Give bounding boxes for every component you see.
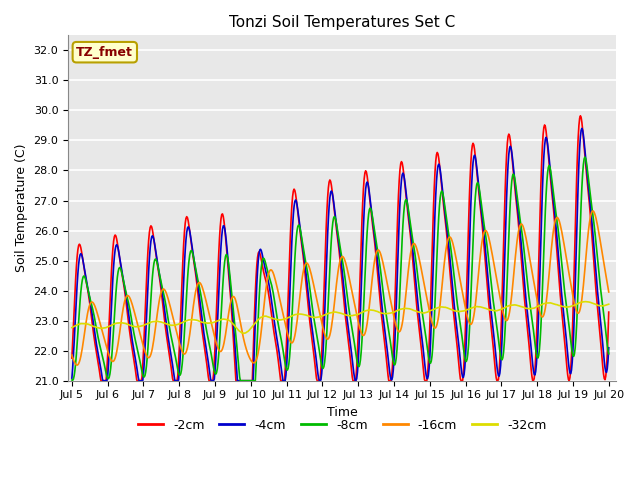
-32cm <box>239 330 247 336</box>
-32cm <box>68 324 76 330</box>
-4cm <box>438 180 445 186</box>
-8cm <box>68 377 76 383</box>
Line: -32cm: -32cm <box>72 301 609 333</box>
Line: -4cm: -4cm <box>72 128 609 381</box>
Y-axis label: Soil Temperature (C): Soil Temperature (C) <box>15 144 28 272</box>
-16cm <box>556 222 564 228</box>
Line: -8cm: -8cm <box>72 157 609 381</box>
-16cm <box>68 352 76 358</box>
Title: Tonzi Soil Temperatures Set C: Tonzi Soil Temperatures Set C <box>229 15 455 30</box>
-8cm <box>605 351 612 357</box>
-2cm <box>605 309 612 315</box>
-32cm <box>582 299 589 304</box>
-4cm <box>99 378 107 384</box>
-32cm <box>385 311 392 316</box>
-4cm <box>68 375 76 381</box>
-4cm <box>578 125 586 131</box>
Line: -2cm: -2cm <box>72 116 609 381</box>
-32cm <box>333 310 340 315</box>
-32cm <box>438 304 445 310</box>
-16cm <box>605 289 612 295</box>
-8cm <box>438 188 445 194</box>
-8cm <box>237 378 244 384</box>
-16cm <box>210 329 218 335</box>
-2cm <box>68 355 76 361</box>
-4cm <box>556 276 564 282</box>
-2cm <box>385 378 392 384</box>
-8cm <box>581 154 589 160</box>
-32cm <box>209 320 217 325</box>
-16cm <box>187 326 195 332</box>
-4cm <box>210 378 218 384</box>
-2cm <box>97 378 105 384</box>
-16cm <box>333 280 340 286</box>
-16cm <box>438 286 445 292</box>
-2cm <box>210 372 218 377</box>
-2cm <box>438 185 445 191</box>
-16cm <box>589 208 597 214</box>
-4cm <box>385 361 392 367</box>
-4cm <box>187 232 195 238</box>
-16cm <box>73 362 81 368</box>
Line: -16cm: -16cm <box>72 211 609 365</box>
-8cm <box>333 221 340 227</box>
-2cm <box>333 228 340 233</box>
-2cm <box>556 292 564 298</box>
-32cm <box>605 301 612 307</box>
X-axis label: Time: Time <box>327 406 358 419</box>
-4cm <box>333 224 340 229</box>
-32cm <box>556 303 564 309</box>
-2cm <box>187 234 195 240</box>
-8cm <box>209 360 217 366</box>
-8cm <box>385 328 392 334</box>
-8cm <box>556 246 564 252</box>
-8cm <box>186 252 193 258</box>
Legend: -2cm, -4cm, -8cm, -16cm, -32cm: -2cm, -4cm, -8cm, -16cm, -32cm <box>133 414 551 437</box>
Text: TZ_fmet: TZ_fmet <box>76 46 133 59</box>
-4cm <box>605 345 612 351</box>
-16cm <box>385 288 392 294</box>
-32cm <box>186 317 193 323</box>
-2cm <box>577 113 584 119</box>
